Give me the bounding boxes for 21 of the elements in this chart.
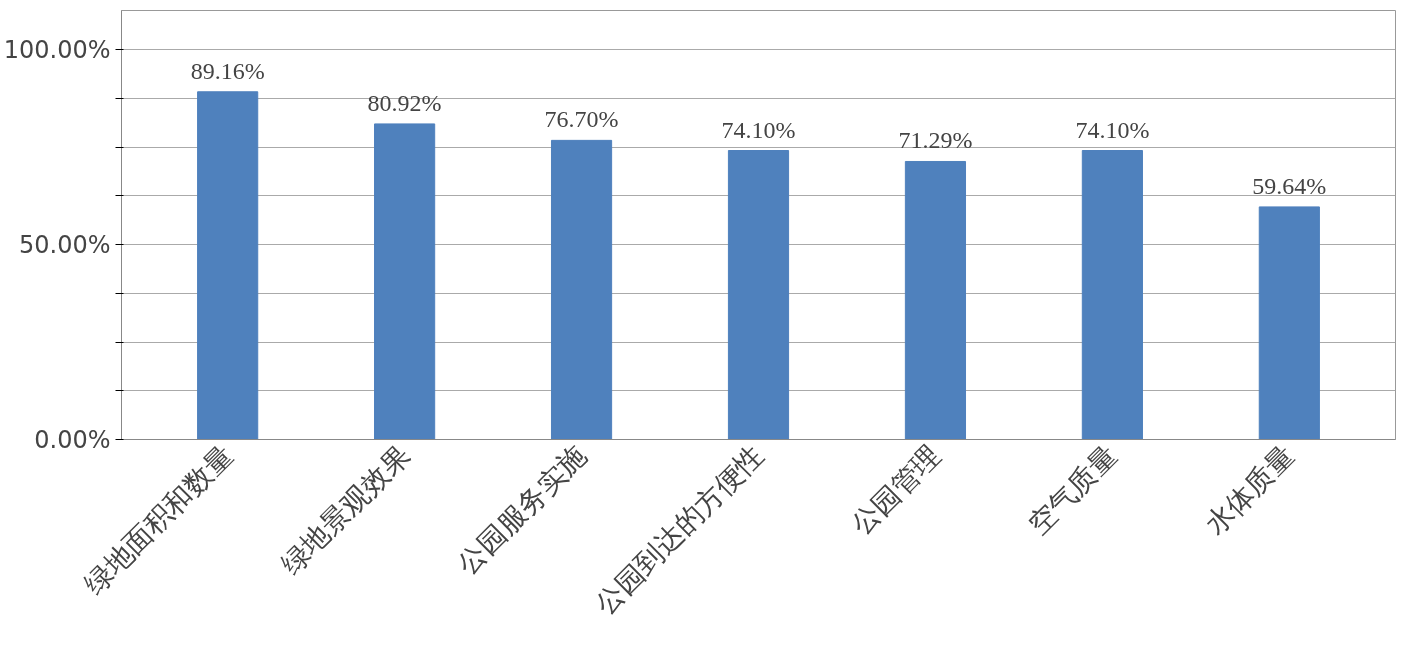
data-label: 76.70% xyxy=(544,106,619,133)
data-label: 59.64% xyxy=(1252,172,1327,199)
x-tick-label: 绿地景观效果 xyxy=(274,438,417,581)
bar xyxy=(1081,150,1143,440)
y-tick-label: 0.00% xyxy=(34,425,111,454)
data-label: 71.29% xyxy=(898,127,973,154)
bar xyxy=(197,91,259,440)
data-label: 89.16% xyxy=(190,57,265,84)
x-tick-label: 空气质量 xyxy=(1021,438,1125,542)
data-label: 74.10% xyxy=(721,116,796,143)
bar xyxy=(727,150,790,440)
data-label: 74.10% xyxy=(1075,116,1150,143)
data-label: 80.92% xyxy=(367,89,442,116)
x-tick-label: 水体质量 xyxy=(1198,438,1301,542)
y-tick-label: 50.00% xyxy=(18,230,111,259)
x-tick-label: 公园管理 xyxy=(844,438,948,542)
bar xyxy=(374,123,436,440)
bar xyxy=(550,139,613,440)
y-tick-label: 100.00% xyxy=(3,35,111,64)
bar xyxy=(1258,206,1320,440)
bar xyxy=(904,160,967,440)
